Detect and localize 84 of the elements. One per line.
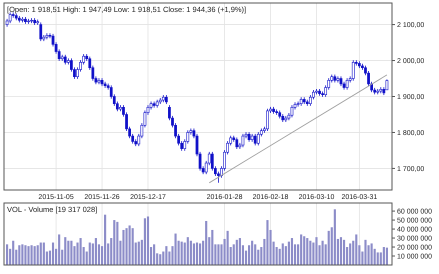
- bar: [58, 234, 60, 265]
- bar: [12, 240, 14, 265]
- bar: [144, 218, 146, 265]
- bar: [232, 244, 235, 265]
- bar: [104, 214, 106, 265]
- bar: [67, 240, 70, 265]
- bar: [94, 238, 97, 265]
- bar: [236, 240, 238, 265]
- bar: [266, 220, 269, 265]
- bar: [174, 234, 177, 265]
- bar: [42, 242, 45, 265]
- bar: [217, 244, 220, 265]
- bar: [370, 243, 373, 265]
- candlestick: [21, 16, 24, 23]
- bar: [165, 246, 168, 265]
- bar: [376, 252, 379, 265]
- bar: [290, 238, 294, 265]
- bar: [146, 216, 150, 265]
- bar: [153, 244, 156, 265]
- candlestick: [256, 132, 260, 146]
- bar: [113, 220, 116, 265]
- bar: [192, 243, 196, 265]
- bar: [251, 240, 254, 265]
- bar: [21, 244, 24, 265]
- bar: [36, 245, 39, 265]
- bar: [342, 240, 346, 265]
- candlestick: [248, 132, 250, 142]
- bar: [190, 240, 192, 265]
- bar: [122, 230, 125, 265]
- bar: [254, 244, 256, 265]
- candlestick: [242, 134, 244, 148]
- bar: [30, 245, 33, 265]
- bar: [282, 243, 284, 265]
- candlestick: [340, 76, 342, 86]
- bar: [306, 238, 308, 265]
- candlestick: [39, 22, 42, 42]
- candlestick: [352, 60, 355, 82]
- bar: [180, 242, 183, 265]
- bar: [364, 240, 367, 265]
- bar: [300, 234, 302, 265]
- bar: [52, 242, 54, 265]
- bar: [328, 230, 330, 265]
- bar: [315, 237, 318, 265]
- candlestick: [64, 54, 67, 65]
- bar: [6, 244, 8, 265]
- bar: [309, 240, 312, 265]
- candlestick: [346, 78, 348, 90]
- bar: [40, 242, 42, 265]
- bar: [128, 225, 131, 265]
- bar: [125, 228, 128, 265]
- bar: [288, 242, 290, 265]
- bar: [70, 240, 72, 265]
- bar: [355, 234, 358, 265]
- bar: [27, 246, 30, 265]
- bar: [198, 243, 202, 265]
- bar: [238, 238, 241, 265]
- bar: [18, 245, 20, 265]
- bar: [186, 237, 189, 265]
- bar: [386, 248, 388, 265]
- candlestick: [254, 134, 257, 146]
- bar: [34, 246, 36, 265]
- bar: [80, 238, 82, 265]
- candlestick: [8, 12, 12, 24]
- bar: [340, 237, 342, 265]
- bar: [382, 247, 385, 265]
- bar: [88, 242, 91, 265]
- bar: [226, 230, 229, 265]
- candlestick: [275, 109, 278, 116]
- bar: [334, 209, 336, 265]
- bar: [116, 222, 118, 265]
- bar: [349, 243, 352, 265]
- bar: [24, 245, 27, 265]
- candlestick: [290, 104, 294, 118]
- candlestick: [266, 108, 269, 132]
- bar: [138, 242, 140, 265]
- bar: [211, 230, 214, 265]
- bar: [159, 254, 162, 265]
- bar: [132, 228, 134, 265]
- bar: [303, 236, 306, 265]
- candlestick: [321, 91, 324, 98]
- bar: [64, 237, 66, 265]
- bar: [196, 242, 198, 265]
- bar: [205, 220, 208, 265]
- bar: [322, 240, 324, 265]
